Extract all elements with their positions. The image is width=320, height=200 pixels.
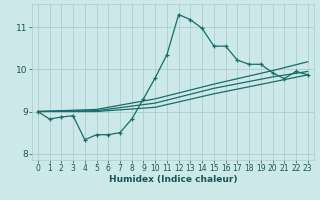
X-axis label: Humidex (Indice chaleur): Humidex (Indice chaleur) [108, 175, 237, 184]
